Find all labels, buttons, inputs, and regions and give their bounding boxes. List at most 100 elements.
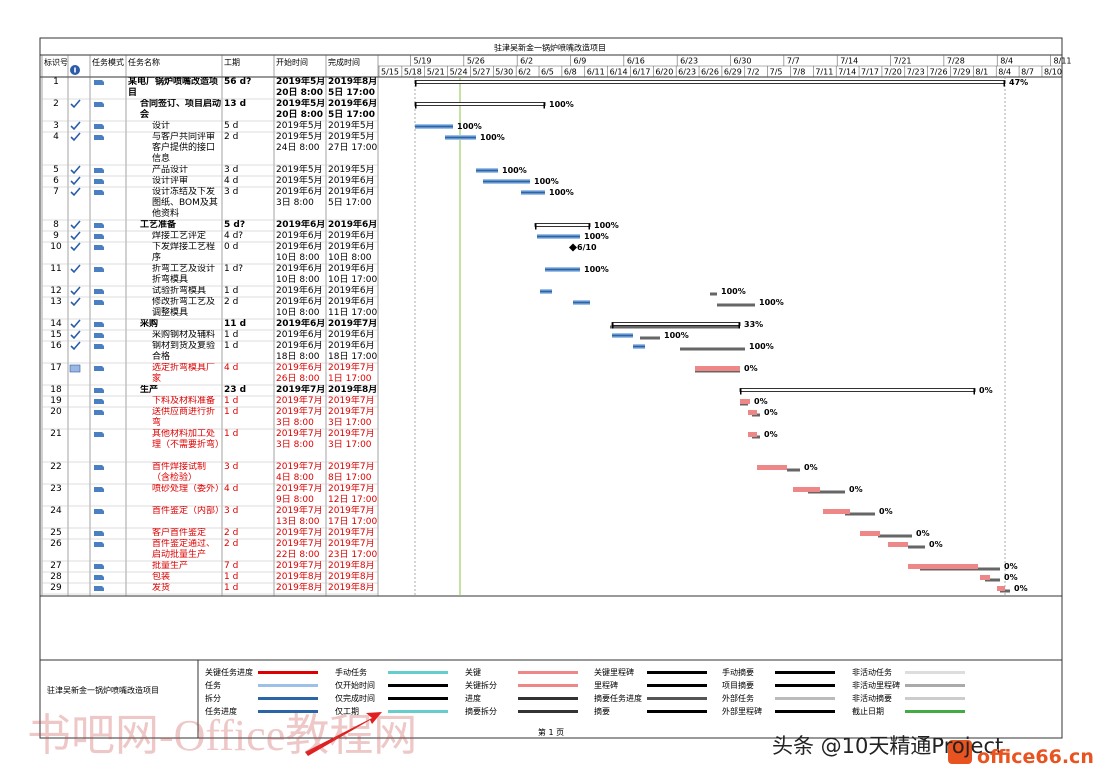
task-finish: 2019年7月2 <box>328 396 375 406</box>
task-id: 5 <box>53 165 59 175</box>
progress-bar <box>476 169 498 172</box>
mode-icon <box>94 124 104 129</box>
day-label: 8/1 <box>975 68 988 77</box>
task-duration: 3 d <box>224 165 239 175</box>
legend-sample <box>388 671 448 674</box>
task-name: 钢材到货及复验合格 <box>152 341 216 362</box>
task-id: 29 <box>50 583 62 593</box>
task-finish: 2019年7月8日 17:00 <box>328 462 375 483</box>
mode-icon <box>94 179 104 184</box>
done-check <box>70 330 81 340</box>
task-duration: 1 d <box>224 429 239 439</box>
task-duration: 13 d <box>224 99 247 109</box>
task-name: 采购 <box>140 319 159 329</box>
baseline-bar <box>808 490 845 494</box>
baseline-bar <box>717 303 755 307</box>
done-check <box>70 121 81 131</box>
mode-icon <box>94 267 104 272</box>
task-duration: 4 d? <box>224 231 244 241</box>
summary-cap <box>738 322 740 329</box>
task-finish: 2019年7月1 <box>328 319 378 329</box>
task-name: 与客户共同评审客户提供的接口信息 <box>152 132 216 164</box>
legend-label: 任务 <box>205 681 221 690</box>
task-id: 18 <box>50 385 62 395</box>
task-bar <box>695 366 740 371</box>
task-id: 27 <box>50 561 62 571</box>
task-start: 2019年5月24日 8:00 <box>276 132 323 153</box>
task-name: 包装 <box>152 572 171 582</box>
bar-label: 100% <box>480 133 505 142</box>
bar-label: 0% <box>754 397 768 406</box>
task-start: 2019年7月22日 8:00 <box>276 539 323 560</box>
task-id: 1 <box>53 77 59 87</box>
legend-label: 进度 <box>465 694 481 703</box>
task-start: 2019年6月1 <box>276 286 323 296</box>
column-header: 任务名称 <box>128 58 160 67</box>
week-label: 6/23 <box>680 57 698 66</box>
task-duration: 5 d? <box>224 220 246 230</box>
task-id: 10 <box>50 242 62 252</box>
done-check <box>70 99 81 109</box>
day-label: 5/21 <box>427 68 445 77</box>
legend-label: 非活动摘要 <box>852 694 892 703</box>
task-id: 14 <box>50 319 62 329</box>
mode-icon <box>94 531 104 536</box>
task-name: 首件鉴定通过、启动批量生产 <box>152 539 216 560</box>
bar-label: 0% <box>804 463 818 472</box>
day-label: 7/23 <box>907 68 925 77</box>
legend-label: 外部里程碑 <box>722 707 762 716</box>
column-header: 任务模式 <box>92 58 124 67</box>
day-label: 7/8 <box>792 68 805 77</box>
task-duration: 3 d <box>224 187 239 197</box>
summary-bar <box>414 102 546 106</box>
legend-sample <box>905 710 965 713</box>
legend-sample <box>905 671 965 674</box>
legend-sample <box>258 684 318 687</box>
week-label: 8/4 <box>1000 57 1013 66</box>
done-check <box>70 297 81 307</box>
task-start: 2019年7月13日 8:00 <box>276 506 323 527</box>
mode-icon <box>94 322 104 327</box>
baseline-bar <box>640 336 660 340</box>
legend-label: 关键拆分 <box>465 681 497 690</box>
week-label: 7/28 <box>947 57 965 66</box>
watermark-arrow <box>305 712 382 756</box>
week-label: 7/7 <box>787 57 800 66</box>
watermark: 头条 @10天精通Project <box>772 734 1004 758</box>
week-label: 6/30 <box>734 57 752 66</box>
task-start: 2019年6月10日 8:00 <box>276 264 323 285</box>
mode-icon <box>94 564 104 569</box>
watermark: office66.cn <box>977 746 1094 768</box>
day-label: 5/24 <box>450 68 468 77</box>
task-id: 24 <box>50 506 62 516</box>
column-header: 开始时间 <box>276 58 308 67</box>
week-label: 5/26 <box>467 57 485 66</box>
legend-sample <box>388 710 448 713</box>
legend-label: 关键里程碑 <box>594 668 634 677</box>
task-id: 11 <box>50 264 62 274</box>
mode-icon <box>94 410 104 415</box>
legend-label: 手动摘要 <box>722 668 754 677</box>
progress-bar <box>445 136 476 139</box>
day-label: 7/5 <box>770 68 783 77</box>
bar-label: 0% <box>744 364 758 373</box>
bar-label: 100% <box>502 166 527 175</box>
page-number: 第 1 页 <box>537 728 565 737</box>
task-finish: 2019年6月1 <box>328 286 375 296</box>
baseline-bar <box>610 325 740 329</box>
task-name: 下料及材料准备 <box>152 396 216 406</box>
summary-cap <box>612 322 614 329</box>
task-start: 2019年6月18日 8:00 <box>276 341 323 362</box>
legend-label: 截止日期 <box>852 707 884 716</box>
mode-icon <box>94 333 104 338</box>
mode-icon <box>94 586 104 591</box>
task-start: 2019年5月2 <box>276 165 323 175</box>
legend-label: 关键任务进度 <box>205 668 253 677</box>
task-finish: 2019年7月3日 17:00 <box>328 429 375 450</box>
legend-label: 摘要任务进度 <box>594 694 642 703</box>
legend-label: 摘要拆分 <box>465 707 497 716</box>
task-duration: 2 d <box>224 539 239 549</box>
